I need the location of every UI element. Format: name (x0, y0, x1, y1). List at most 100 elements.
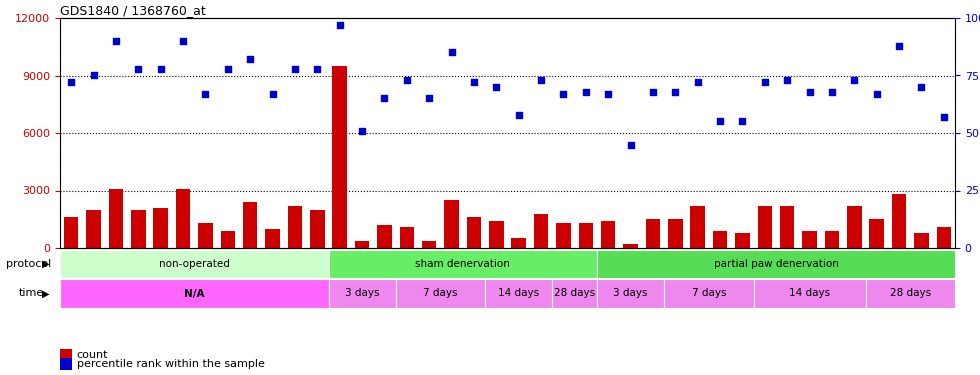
Bar (869, 219, 884, 248)
Bar (803, 231, 817, 248)
Bar (758, 206, 772, 248)
Point (242, 56, 258, 62)
Point (108, 38, 123, 44)
Point (913, 84, 929, 90)
Bar (131, 210, 146, 248)
Text: protocol: protocol (6, 259, 51, 269)
Bar (422, 241, 436, 248)
Point (287, 66, 303, 72)
Bar (377, 225, 392, 248)
Bar (937, 227, 951, 248)
Bar (154, 208, 168, 248)
Bar (328, 250, 597, 278)
Bar (444, 200, 459, 248)
Point (310, 66, 325, 72)
Point (444, 50, 460, 55)
Text: sham denervation: sham denervation (416, 259, 511, 269)
Point (376, 96, 392, 102)
Bar (198, 223, 213, 248)
Bar (64, 217, 78, 248)
Bar (578, 223, 593, 248)
Point (556, 91, 571, 97)
Bar (847, 206, 861, 248)
Bar (396, 279, 485, 308)
Bar (332, 66, 347, 248)
Point (645, 88, 661, 94)
Point (220, 66, 235, 72)
Bar (780, 206, 795, 248)
Bar (60, 250, 328, 278)
Bar (892, 194, 907, 248)
Point (511, 112, 526, 118)
Bar (557, 223, 570, 248)
Bar (754, 279, 865, 308)
Point (847, 77, 862, 83)
Text: 3 days: 3 days (613, 288, 648, 298)
Point (399, 77, 415, 83)
Bar (824, 231, 839, 248)
Point (488, 84, 504, 90)
Bar (400, 227, 415, 248)
Bar (60, 279, 328, 308)
Point (153, 66, 169, 72)
Bar (534, 213, 549, 248)
Bar (691, 206, 705, 248)
Text: percentile rank within the sample: percentile rank within the sample (76, 359, 265, 369)
Text: ▶: ▶ (42, 288, 50, 298)
Bar (489, 221, 504, 248)
Bar (86, 210, 101, 248)
Text: 14 days: 14 days (789, 288, 830, 298)
Text: 28 days: 28 days (890, 288, 931, 298)
Bar (601, 221, 615, 248)
Point (421, 96, 437, 102)
Point (622, 141, 638, 147)
Bar (597, 250, 955, 278)
Point (936, 114, 952, 120)
Text: GDS1840 / 1368760_at: GDS1840 / 1368760_at (60, 4, 206, 17)
Point (198, 91, 214, 97)
Bar (355, 241, 369, 248)
Point (735, 118, 751, 124)
Bar (220, 231, 235, 248)
Text: 7 days: 7 days (423, 288, 458, 298)
Text: 7 days: 7 days (692, 288, 726, 298)
Bar (914, 232, 929, 248)
Point (779, 77, 795, 83)
Bar (664, 279, 754, 308)
Bar (288, 206, 302, 248)
Point (802, 88, 817, 94)
Point (533, 77, 549, 83)
Bar (597, 279, 664, 308)
Bar (553, 279, 597, 308)
Bar (712, 231, 727, 248)
Bar (310, 210, 324, 248)
Bar (266, 229, 280, 248)
Point (175, 38, 191, 44)
Point (757, 80, 772, 86)
Text: partial paw denervation: partial paw denervation (713, 259, 839, 269)
Text: time: time (19, 288, 44, 298)
Point (85, 72, 101, 78)
Bar (485, 279, 553, 308)
Text: N/A: N/A (184, 288, 205, 298)
Text: 28 days: 28 days (554, 288, 595, 298)
Bar (865, 279, 955, 308)
Point (130, 66, 146, 72)
Text: non-operated: non-operated (159, 259, 229, 269)
Point (690, 80, 706, 86)
Bar (735, 232, 750, 248)
Bar (328, 279, 396, 308)
Point (891, 43, 907, 49)
Bar (646, 219, 661, 248)
Point (601, 91, 616, 97)
Point (869, 91, 885, 97)
Point (712, 118, 728, 124)
Point (265, 91, 280, 97)
Point (667, 88, 683, 94)
Bar (109, 189, 123, 248)
Point (578, 88, 594, 94)
Bar (512, 238, 526, 248)
Point (332, 22, 348, 28)
Point (824, 88, 840, 94)
Text: ▶: ▶ (42, 259, 50, 269)
